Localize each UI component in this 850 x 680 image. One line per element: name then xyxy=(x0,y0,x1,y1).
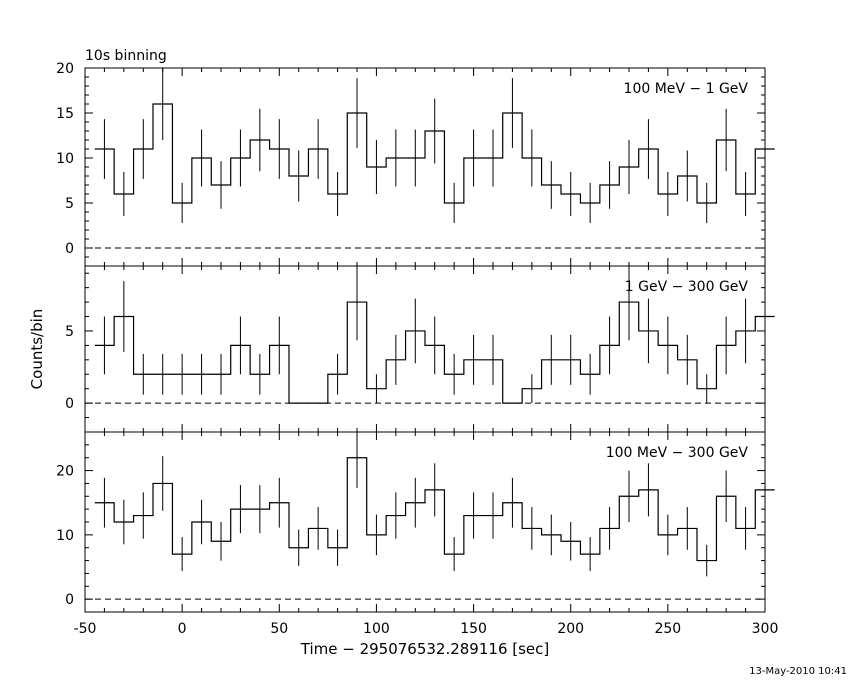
y-tick-label: 10 xyxy=(56,151,74,167)
panel-3: 0 10 20 100 MeV − 300 GeV xyxy=(56,431,775,613)
y-axis-label: Counts/bin xyxy=(28,309,46,390)
y-tick-label: 15 xyxy=(56,106,74,122)
binning-title: 10s binning xyxy=(85,48,167,64)
y-tick-label: 20 xyxy=(56,464,74,480)
x-axis-label: Time − 295076532.289116 [sec] xyxy=(300,640,550,658)
y-tick-label: 0 xyxy=(65,241,74,257)
y-tick-label: 0 xyxy=(65,396,74,412)
y-tick-label: 5 xyxy=(65,324,74,340)
x-tick-label: 250 xyxy=(654,621,681,637)
y-tick-label: 0 xyxy=(65,592,74,608)
energy-band-label: 100 MeV − 1 GeV xyxy=(624,81,749,97)
y-tick-label: 10 xyxy=(56,528,74,544)
energy-band-label: 100 MeV − 300 GeV xyxy=(606,445,749,461)
x-tick-label: 50 xyxy=(270,621,288,637)
panels-group: 0 5 10 15 20 100 MeV − 1 GeV 0 5 1 GeV − 300 GeV… xyxy=(56,61,778,637)
y-tick-label: 5 xyxy=(65,196,74,212)
x-tick-label: 150 xyxy=(460,621,487,637)
x-tick-label: 100 xyxy=(363,621,390,637)
energy-band-label: 1 GeV − 300 GeV xyxy=(625,279,749,295)
x-tick-label: 0 xyxy=(178,621,187,637)
x-tick-label: -50 xyxy=(74,621,97,637)
x-tick-label: 200 xyxy=(557,621,584,637)
timestamp: 13-May-2010 10:41 xyxy=(749,666,847,677)
x-tick-label: 300 xyxy=(752,621,779,637)
y-tick-label: 20 xyxy=(56,61,74,77)
panel-1: 0 5 10 15 20 100 MeV − 1 GeV xyxy=(56,61,775,267)
panel-frame xyxy=(84,67,766,267)
panel-2: 0 5 1 GeV − 300 GeV xyxy=(65,265,775,433)
histogram-step-line xyxy=(94,301,775,404)
